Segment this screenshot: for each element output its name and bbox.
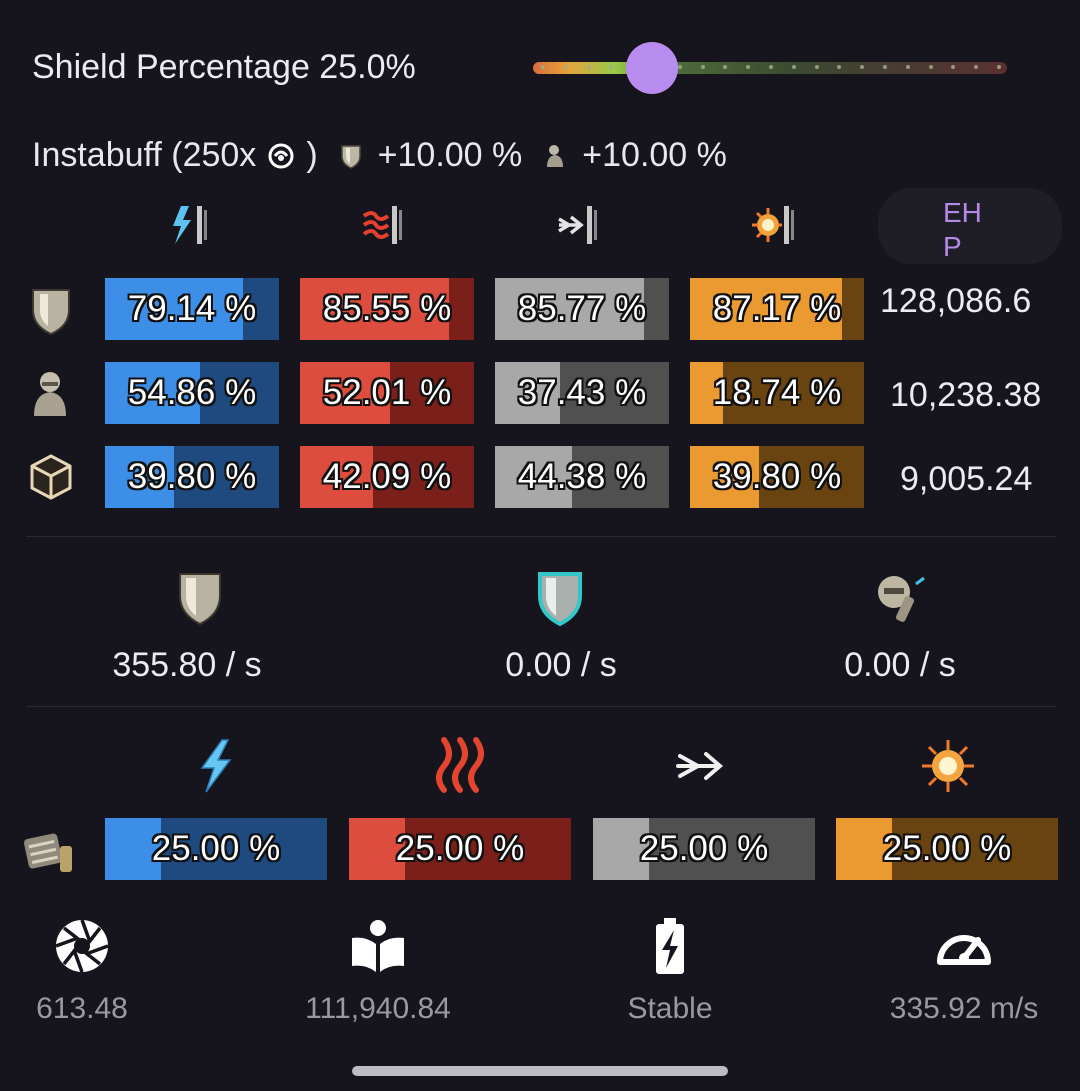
hull-ehp-value: 9,005.24 [900, 460, 1033, 498]
ehp-header-label: EHP [943, 197, 982, 262]
armor-explosive-resist-bar: 18.74 % [690, 362, 864, 424]
shield-regen-icon [179, 573, 221, 626]
armor-repairer-value: 0.00 / s [844, 646, 956, 684]
instabuff-label: Instabuff (250x [32, 136, 257, 174]
thermal-resist-icon [362, 206, 402, 244]
instabuff-row: Instabuff (250x ) +10.00 % +10.00 % [32, 136, 727, 175]
hull-thermal-resist-bar: 42.09 % [300, 446, 474, 508]
slider-thumb[interactable] [625, 42, 678, 94]
explosive-resist-icon [752, 206, 794, 244]
armor-icon [547, 144, 564, 167]
explosive-damage-icon [922, 740, 974, 792]
thermal-damage-icon [436, 737, 484, 793]
thermal-damage-bar[interactable]: 25.00 % [349, 818, 571, 880]
slider-ticks [541, 65, 1001, 71]
stat-speed-value: 335.92 m/s [889, 992, 1039, 1025]
home-indicator[interactable] [352, 1066, 728, 1076]
shield-ehp-value: 128,086.6 [880, 282, 1032, 320]
cycle-icon [268, 143, 294, 168]
shield-explosive-resist-bar: 87.17 % [690, 278, 864, 340]
stat-capacitor-value: Stable [627, 992, 713, 1025]
shield-em-resist-bar: 79.14 % [105, 278, 279, 340]
armor-em-resist-value: 54.86 % [127, 373, 257, 412]
explosive-damage-bar[interactable]: 25.00 % [836, 818, 1058, 880]
armor-ehp-value: 10,238.38 [890, 376, 1042, 414]
hull-thermal-resist-value: 42.09 % [322, 457, 452, 496]
em-damage-value: 25.00 % [151, 829, 281, 868]
stat-book-value: 111,940.84 [305, 992, 451, 1025]
shield-regen-value: 355.80 / s [112, 646, 262, 684]
kinetic-damage-bar[interactable]: 25.00 % [593, 818, 815, 880]
armor-em-resist-bar: 54.86 % [105, 362, 279, 424]
hull-explosive-resist-bar: 39.80 % [690, 446, 864, 508]
shield-kinetic-resist-value: 85.77 % [517, 289, 647, 328]
damage-pattern-icon[interactable] [22, 826, 78, 878]
divider [26, 536, 1056, 537]
armor-thermal-resist-value: 52.01 % [322, 373, 452, 412]
hull-kinetic-resist-value: 44.38 % [517, 457, 647, 496]
shield-booster-icon [538, 572, 582, 627]
em-damage-bar[interactable]: 25.00 % [105, 818, 327, 880]
hull-explosive-resist-value: 39.80 % [712, 457, 842, 496]
shield-icon [32, 289, 70, 336]
shield-icon [340, 144, 361, 169]
shield-thermal-resist-bar: 85.55 % [300, 278, 474, 340]
armor-thermal-resist-bar: 52.01 % [300, 362, 474, 424]
shield-em-resist-value: 79.14 % [127, 289, 257, 328]
em-resist-icon [173, 206, 207, 244]
battery-charging-icon [656, 918, 684, 974]
hull-kinetic-resist-bar: 44.38 % [495, 446, 669, 508]
shield-explosive-resist-value: 87.17 % [712, 289, 842, 328]
hull-icon [30, 454, 72, 500]
shield-kinetic-resist-bar: 85.77 % [495, 278, 669, 340]
instabuff-suffix: ) [306, 136, 318, 174]
shield-percentage-slider[interactable] [533, 40, 1007, 96]
shield-booster-value: 0.00 / s [505, 646, 617, 684]
kinetic-damage-icon [676, 752, 724, 780]
kinetic-resist-icon [558, 206, 597, 244]
shield-bonus: +10.00 % [377, 136, 523, 174]
armor-repairer-icon [878, 576, 925, 622]
stat-aperture-value: 613.48 [36, 992, 128, 1025]
book-icon [352, 920, 404, 972]
speedometer-icon [937, 935, 991, 965]
hull-em-resist-bar: 39.80 % [105, 446, 279, 508]
divider [26, 706, 1056, 707]
kinetic-damage-value: 25.00 % [639, 829, 769, 868]
armor-kinetic-resist-bar: 37.43 % [495, 362, 669, 424]
shield-percentage-label: Shield Percentage 25.0% [32, 48, 416, 86]
armor-bonus: +10.00 % [582, 136, 727, 174]
ehp-header-button[interactable]: EHP [878, 188, 1062, 264]
shield-thermal-resist-value: 85.55 % [322, 289, 452, 328]
hull-em-resist-value: 39.80 % [127, 457, 257, 496]
armor-explosive-resist-value: 18.74 % [712, 373, 842, 412]
em-damage-icon [200, 739, 232, 793]
armor-icon [34, 372, 66, 416]
thermal-damage-value: 25.00 % [395, 829, 525, 868]
aperture-icon [55, 919, 109, 973]
armor-kinetic-resist-value: 37.43 % [517, 373, 647, 412]
explosive-damage-value: 25.00 % [882, 829, 1012, 868]
